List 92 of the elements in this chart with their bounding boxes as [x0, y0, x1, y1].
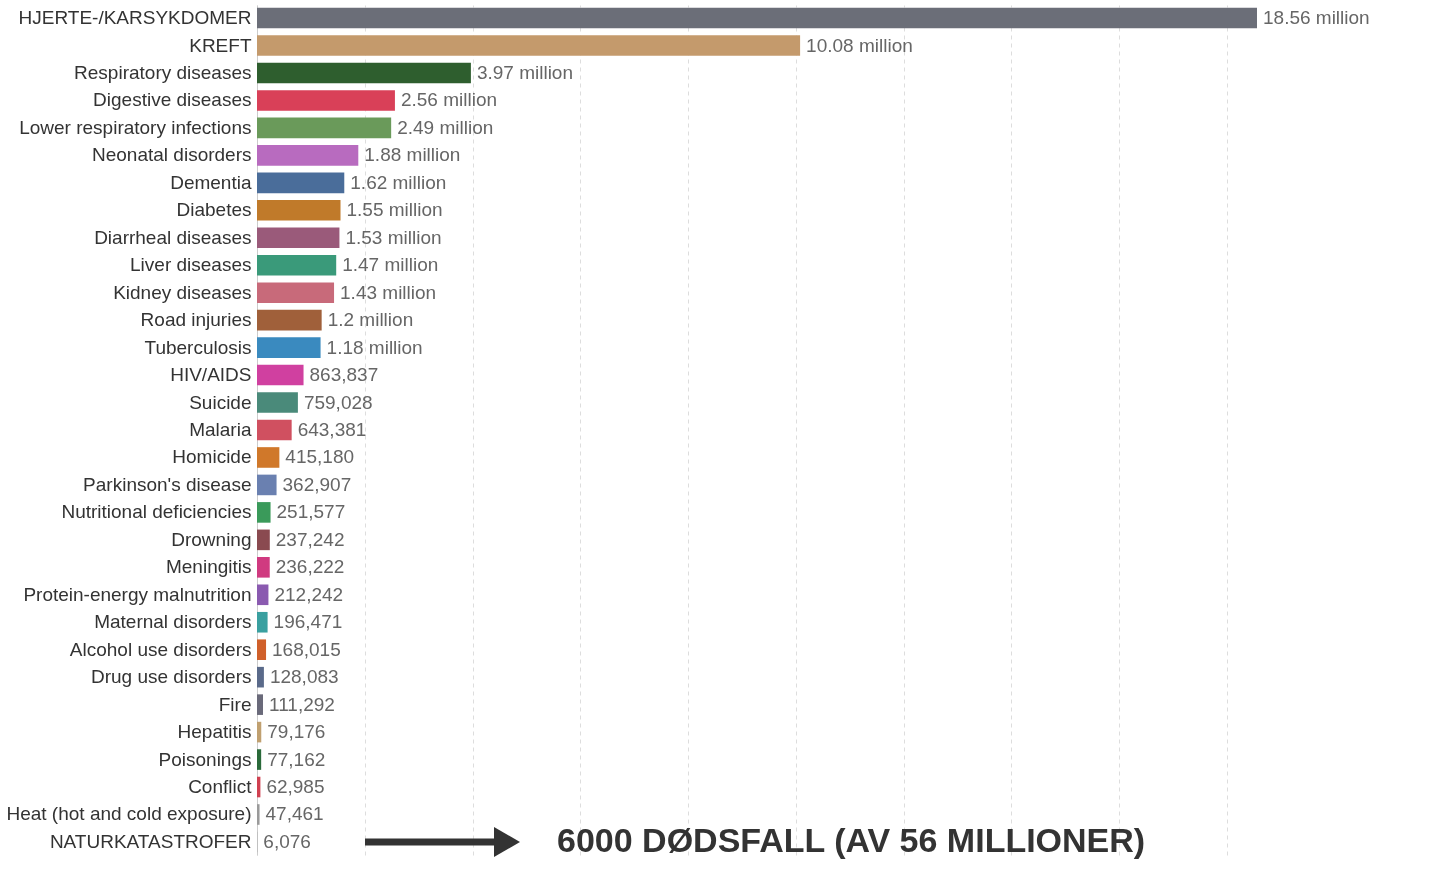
- bar: [257, 749, 262, 770]
- data-label: 47,461: [265, 803, 324, 825]
- bar: [257, 584, 269, 606]
- bar: [257, 172, 345, 194]
- data-label: 10.08 million: [806, 34, 913, 56]
- bar: [257, 529, 270, 551]
- y-tick-label: Nutritional deficiencies: [61, 501, 252, 523]
- data-label: 18.56 million: [1263, 7, 1370, 29]
- bar: [257, 227, 340, 249]
- data-label: 212,242: [274, 583, 344, 605]
- data-label: 2.56 million: [400, 89, 498, 111]
- bar: [257, 282, 335, 303]
- data-label: 1.53 million: [345, 226, 442, 248]
- y-tick-label: Fire: [218, 693, 252, 715]
- y-tick-label: Poisonings: [158, 748, 252, 770]
- data-label: 62,985: [266, 776, 325, 798]
- y-tick-label: KREFT: [189, 34, 252, 56]
- bar: [257, 639, 267, 661]
- data-label: 3.97 million: [476, 61, 574, 83]
- bar: [257, 337, 321, 358]
- bar: [257, 392, 298, 413]
- data-label: 415,180: [285, 446, 355, 468]
- y-tick-label: Drowning: [171, 528, 252, 550]
- data-label: 128,083: [269, 666, 339, 688]
- data-label: 111,292: [269, 693, 335, 715]
- y-tick-label: Neonatal disorders: [92, 144, 252, 166]
- data-label: 196,471: [273, 611, 343, 633]
- y-tick-label: Digestive diseases: [93, 89, 252, 111]
- data-label: 237,242: [275, 528, 345, 550]
- y-tick-label: Suicide: [189, 391, 252, 413]
- data-label: 6,076: [263, 830, 311, 852]
- bar: [257, 90, 395, 111]
- bar: [257, 35, 801, 56]
- data-label: 236,222: [275, 556, 345, 578]
- data-label: 759,028: [303, 391, 373, 413]
- bar: [257, 117, 392, 139]
- y-tick-label: Respiratory diseases: [74, 61, 252, 83]
- y-tick-label: Meningitis: [165, 556, 252, 578]
- data-label: 1.88 million: [364, 144, 461, 166]
- data-label: 1.62 million: [350, 171, 447, 193]
- y-tick-label: Road injuries: [140, 309, 252, 331]
- data-label: 362,907: [282, 473, 352, 495]
- data-label: 643,381: [297, 419, 367, 440]
- bar: [257, 502, 271, 523]
- y-tick-label: HJERTE-/KARSYKDOMER: [18, 7, 252, 29]
- y-tick-label: Tuberculosis: [144, 336, 252, 358]
- bar: [257, 611, 268, 633]
- bar: [257, 447, 280, 468]
- y-tick-label: Drug use disorders: [90, 666, 252, 688]
- bar: [257, 557, 270, 578]
- y-tick-label: Malaria: [189, 419, 252, 440]
- bar: [257, 804, 260, 825]
- data-label: 1.55 million: [346, 199, 443, 221]
- y-tick-label: Conflict: [188, 776, 253, 798]
- y-tick-label: Liver diseases: [130, 254, 252, 276]
- annotation: 6000 DØDSFALL (AV 56 MILLIONER): [557, 820, 1146, 859]
- y-tick-label: Lower respiratory infections: [19, 116, 252, 138]
- bar: [257, 254, 337, 276]
- bar: [257, 199, 341, 221]
- data-label: 863,837: [309, 364, 379, 386]
- y-tick-label: Diarrheal diseases: [94, 226, 252, 248]
- bar: [257, 694, 263, 715]
- bar: [257, 309, 322, 331]
- y-tick-label: Homicide: [172, 446, 252, 468]
- data-label: 77,162: [267, 748, 326, 770]
- y-tick-label: Alcohol use disorders: [69, 638, 252, 660]
- bar: [257, 474, 277, 496]
- bar: [257, 666, 264, 688]
- y-tick-label: NATURKATASTROFER: [49, 830, 252, 852]
- data-label: 1.2 million: [327, 309, 414, 331]
- y-tick-label: Protein-energy malnutrition: [23, 583, 252, 605]
- y-tick-label: Parkinson's disease: [83, 473, 252, 495]
- bar: [257, 721, 262, 743]
- data-label: 251,577: [276, 501, 346, 523]
- data-label: 2.49 million: [397, 116, 494, 138]
- data-label: 1.43 million: [340, 281, 437, 303]
- y-tick-label: Dementia: [170, 171, 252, 193]
- y-tick-label: Maternal disorders: [94, 611, 252, 633]
- bar: [257, 419, 292, 441]
- y-tick-label: HIV/AIDS: [170, 364, 252, 386]
- bar: [257, 145, 359, 166]
- bar: [257, 364, 304, 386]
- bar: [257, 62, 471, 84]
- data-label: 1.47 million: [342, 254, 439, 276]
- y-tick-label: Diabetes: [176, 199, 252, 221]
- data-label: 168,015: [272, 638, 341, 660]
- data-label: 1.18 million: [326, 336, 423, 358]
- y-tick-label: Hepatitis: [177, 721, 252, 743]
- y-tick-label: Kidney diseases: [113, 281, 252, 303]
- data-label: 79,176: [267, 721, 326, 743]
- y-tick-label: Heat (hot and cold exposure): [6, 803, 252, 825]
- bar: [257, 7, 1257, 29]
